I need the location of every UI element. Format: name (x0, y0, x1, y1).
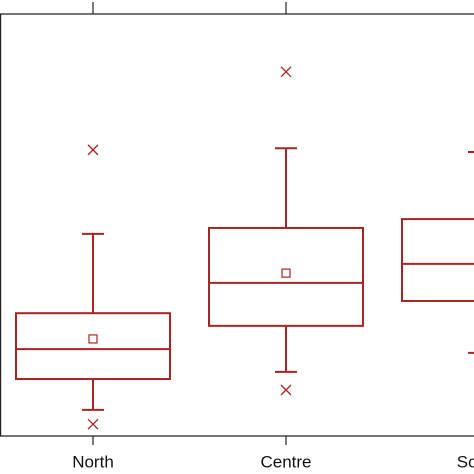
x-tick-label: South (457, 452, 474, 471)
x-tick-label: North (72, 452, 114, 471)
mean-marker (88, 334, 98, 344)
box (15, 312, 171, 381)
x-tick-label: Centre (260, 452, 311, 471)
mean-marker (281, 268, 291, 278)
box (401, 218, 474, 302)
outlier (280, 66, 292, 78)
outlier (280, 384, 292, 396)
outlier (87, 144, 99, 156)
outlier (87, 418, 99, 430)
